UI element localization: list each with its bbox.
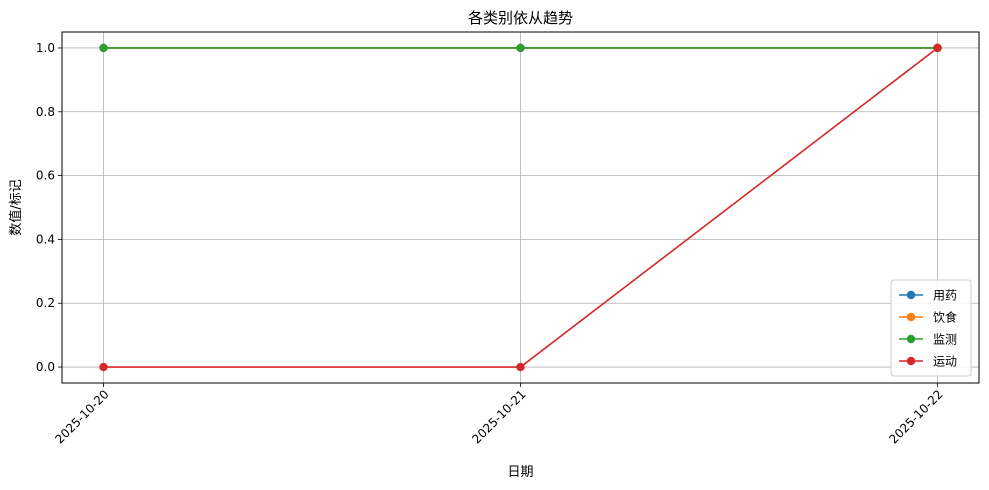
data-point (99, 43, 108, 53)
legend-label: 运动 (933, 355, 957, 369)
legend-swatch-marker (906, 334, 916, 344)
data-point (933, 43, 942, 53)
legend-label: 监测 (933, 333, 957, 347)
legend-swatch-marker (906, 312, 916, 322)
legend-label: 饮食 (933, 310, 957, 325)
y-tick-label: 0.2 (36, 296, 55, 310)
legend-swatch-marker (906, 290, 916, 300)
y-tick-label: 0.4 (36, 232, 55, 246)
grid (62, 32, 979, 383)
y-tick-label: 0.0 (36, 360, 55, 374)
chart-title: 各类别依从趋势 (468, 9, 573, 27)
data-point (516, 362, 525, 372)
x-tick-label: 2025-10-21 (469, 387, 528, 446)
x-tick-label: 2025-10-20 (52, 387, 111, 446)
y-tick-label: 0.8 (36, 105, 55, 119)
legend-swatch-marker (906, 356, 916, 366)
legend-box (890, 279, 972, 377)
series-2 (99, 43, 942, 53)
y-axis-title: 数值/标记 (8, 179, 24, 235)
legend-label: 用药 (933, 289, 957, 303)
legend-item: 运动 (899, 355, 957, 369)
series-layer (99, 43, 942, 372)
y-tick-label: 0.6 (36, 169, 55, 183)
x-tick-label: 2025-10-22 (886, 387, 945, 446)
y-axis: 0.0 0.2 0.4 0.6 0.8 1.0 (36, 41, 62, 374)
y-tick-label: 1.0 (36, 41, 55, 55)
x-axis: 2025-10-20 2025-10-21 2025-10-22 (52, 383, 946, 446)
legend-item: 监测 (899, 333, 957, 347)
legend-item: 饮食 (899, 310, 957, 325)
data-point (99, 362, 108, 372)
legend-item: 用药 (899, 289, 957, 303)
data-point (516, 43, 525, 53)
x-axis-title: 日期 (507, 465, 533, 480)
series-3 (99, 43, 942, 372)
